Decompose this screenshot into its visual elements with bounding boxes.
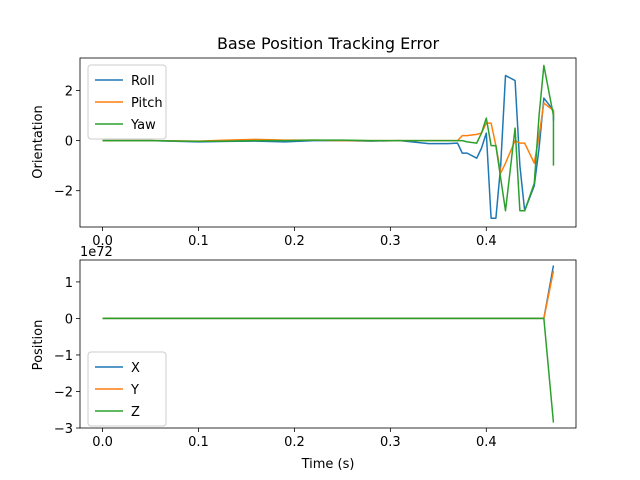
legend-box [87, 351, 167, 427]
x-tick-label: 0.2 [284, 234, 305, 249]
legend-box [87, 64, 167, 140]
x-tick-label: 0.3 [380, 234, 401, 249]
axes-frame [79, 57, 577, 228]
y-tick-label: −1 [54, 349, 73, 364]
legend-label-y: Y [130, 383, 139, 398]
legend-label-pitch: Pitch [131, 96, 163, 111]
legend-label-z: Z [131, 405, 140, 420]
orientation-plot-area: 0.0 0.1 0.2 0.3 0.4 −2 0 2 Roll Pitch Yaw [54, 57, 577, 249]
x-tick-label: 0.0 [92, 234, 113, 249]
x-tick-label: 0.1 [188, 435, 209, 450]
legend: Roll Pitch Yaw [87, 64, 167, 140]
x-axis-label: Time (s) [301, 457, 355, 472]
x-tick-label: 0.4 [476, 435, 497, 450]
y-tick-label: −3 [54, 422, 73, 437]
y-tick-label: 2 [65, 85, 73, 100]
legend-label-x: X [131, 361, 140, 376]
legend-label-yaw: Yaw [130, 118, 156, 133]
x-tick-label: 0.2 [284, 435, 305, 450]
orientation-subplot: Base Position Tracking Error 0.0 0.1 0.2 0.… [31, 34, 577, 249]
position-y-offset-label: 1e72 [80, 245, 113, 260]
y-tick-label: 0 [65, 312, 73, 327]
x-tick-label: 0.1 [188, 234, 209, 249]
y-tick-label: −2 [54, 185, 73, 200]
y-tick-label: −2 [54, 385, 73, 400]
y-tick-label: 0 [65, 135, 73, 150]
y-tick-label: 1 [65, 276, 73, 291]
x-tick-label: 0.0 [92, 435, 113, 450]
axes-frame [79, 259, 577, 429]
legend-label-roll: Roll [131, 74, 155, 89]
position-y-axis-label: Position [31, 320, 46, 371]
series-line-z [102, 317, 555, 423]
x-tick-label: 0.4 [476, 234, 497, 249]
orientation-y-axis-label: Orientation [31, 105, 46, 178]
series-line-yaw [102, 64, 555, 212]
position-plot-area: 0.0 0.1 0.2 0.3 0.4 −3 −2 −1 0 1 XYZ [54, 259, 577, 450]
legend: XYZ [87, 351, 167, 427]
x-tick-label: 0.3 [380, 435, 401, 450]
position-subplot: 0.0 0.1 0.2 0.3 0.4 −3 −2 −1 0 1 XYZ Position 1e72… [31, 245, 577, 472]
chart-title: Base Position Tracking Error [217, 34, 440, 53]
